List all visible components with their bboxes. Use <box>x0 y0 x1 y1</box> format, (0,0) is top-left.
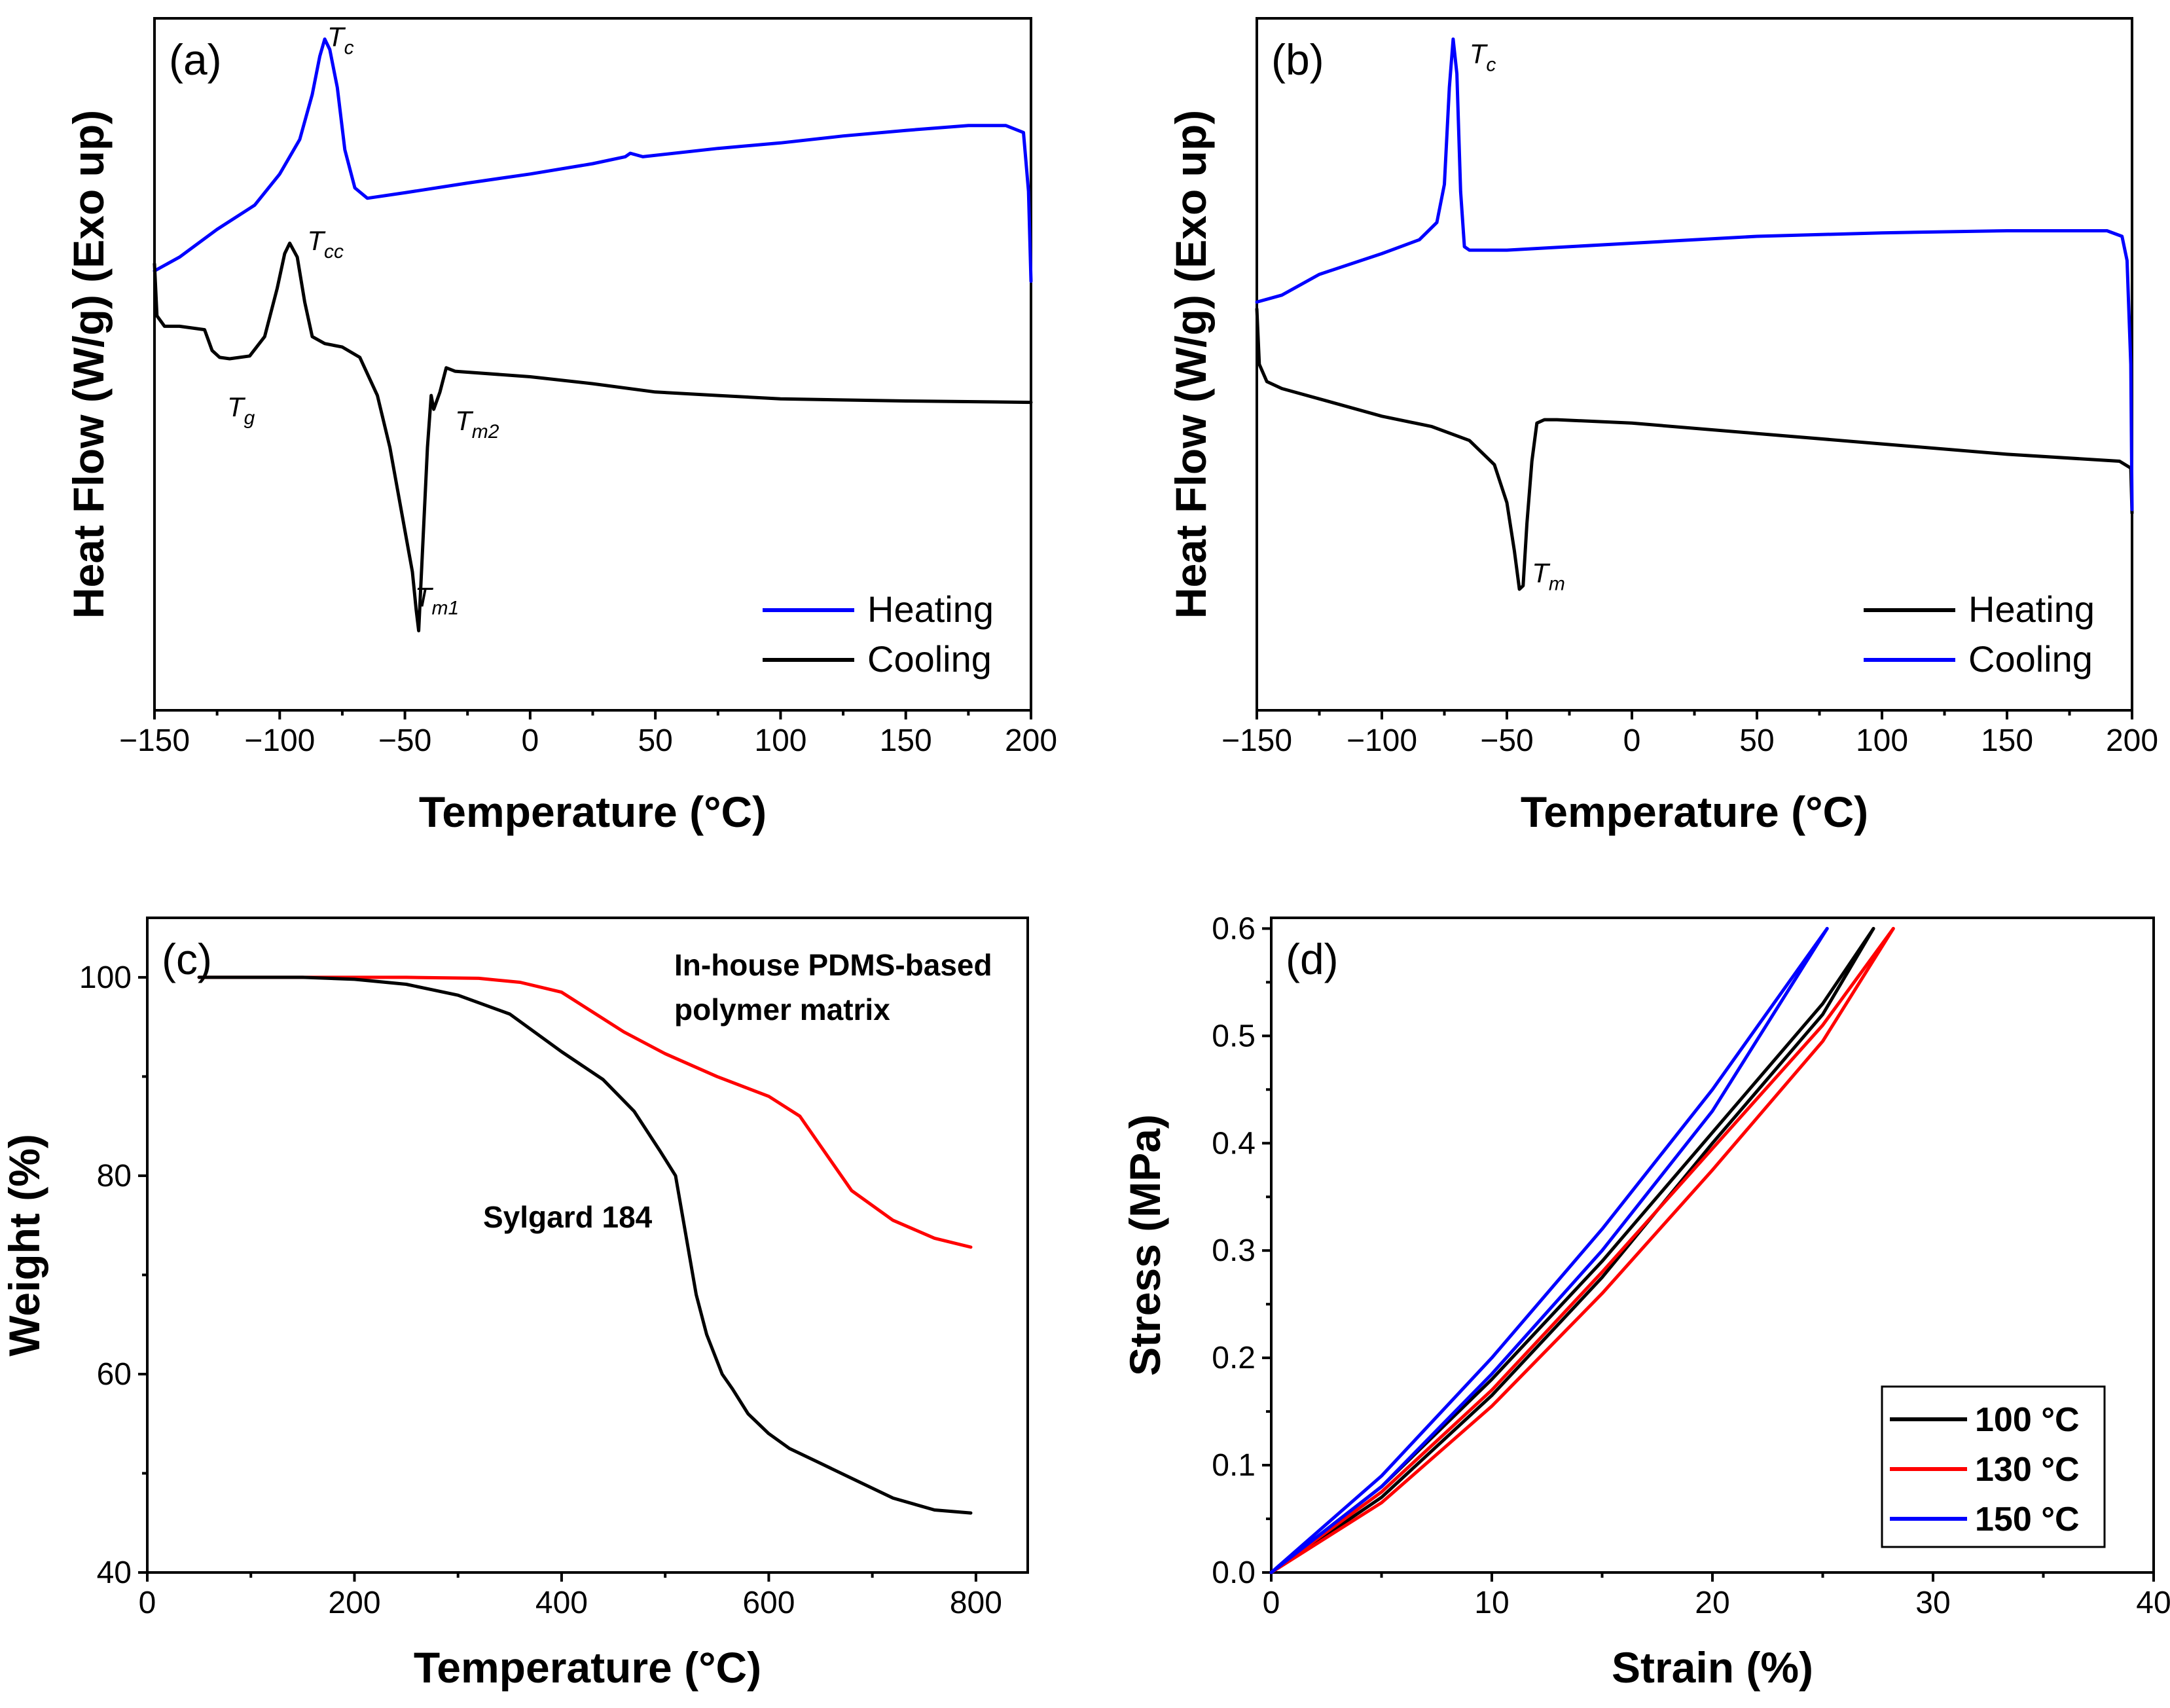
x-tick-label: 0 <box>139 1586 156 1620</box>
series-100-c <box>1269 926 1875 1574</box>
x-tick-label: −50 <box>1480 723 1533 758</box>
x-tick-label: 40 <box>2136 1586 2170 1620</box>
panel-label: (d) <box>1286 935 1339 983</box>
x-tick-label: −50 <box>378 723 431 758</box>
annotation-c: Tc <box>1470 39 1496 76</box>
x-tick-label: 100 <box>754 723 806 758</box>
x-tick-label: 400 <box>535 1586 588 1620</box>
annotation-c: Tc <box>327 21 354 58</box>
annotation-cc: Tcc <box>307 225 344 263</box>
legend-label: Heating <box>1968 589 2095 630</box>
y-tick-label: 0.5 <box>1212 1019 1256 1053</box>
y-axis-title: Weight (%) <box>0 1134 48 1356</box>
x-tick-label: 150 <box>1981 723 2033 758</box>
y-tick-label: 0.1 <box>1212 1448 1256 1483</box>
series-150-c <box>1269 926 1829 1574</box>
legend-label: Cooling <box>1968 638 2093 680</box>
x-tick-label: 100 <box>1856 723 1908 758</box>
panel-label: (c) <box>162 935 212 983</box>
series-sylgard-184 <box>197 975 973 1515</box>
series-heating <box>1255 307 2134 591</box>
annotation-m2: Tm2 <box>455 405 499 443</box>
legend-label: 100 °C <box>1975 1401 2080 1439</box>
annotation-g: Tg <box>227 391 255 429</box>
x-tick-label: −100 <box>1347 723 1417 758</box>
y-tick-label: 0.4 <box>1212 1126 1256 1161</box>
x-tick-label: 50 <box>1739 723 1774 758</box>
x-tick-label: 0 <box>1623 723 1641 758</box>
x-tick-label: 0 <box>1263 1586 1280 1620</box>
y-tick-label: 100 <box>79 960 132 995</box>
annotation-text: polymer matrix <box>674 992 890 1027</box>
x-tick-label: 800 <box>950 1586 1002 1620</box>
x-tick-label: 200 <box>328 1586 380 1620</box>
panel-b: −150 −100 −50 0 50 100 150 200 Temperature (°C) H… <box>1166 17 2158 836</box>
plot-frame <box>146 917 1029 1574</box>
y-tick-label: 0.6 <box>1212 911 1256 946</box>
x-tick-label: 10 <box>1474 1586 1509 1620</box>
panel-c: 0 200 400 600 800 40 60 80 100 Temperature (°C) We… <box>0 917 1029 1692</box>
x-tick-label: 150 <box>880 723 932 758</box>
x-axis-title: Temperature (°C) <box>414 1643 761 1692</box>
series-150-c <box>1269 926 1829 1574</box>
series-cooling <box>153 242 1033 632</box>
legend-label: 150 °C <box>1975 1500 2080 1538</box>
y-tick-label: 80 <box>97 1159 132 1193</box>
y-axis-title: Stress (MPa) <box>1121 1114 1169 1376</box>
legend-label: Cooling <box>867 638 992 680</box>
annotation-text: Sylgard 184 <box>483 1200 653 1234</box>
y-tick-label: 0.0 <box>1212 1555 1256 1590</box>
panel-label: (b) <box>1271 35 1324 84</box>
panel-a: −150 −100 −50 0 50 100 150 200 Temperature (°C) H… <box>64 17 1057 836</box>
series-130-c <box>1269 926 1895 1574</box>
annotation-m1: Tm1 <box>415 581 459 619</box>
x-tick-label: 200 <box>2106 723 2158 758</box>
series-cooling <box>1255 37 2134 511</box>
series-heating <box>153 37 1033 283</box>
series-100-c <box>1269 926 1875 1574</box>
x-axis-title: Temperature (°C) <box>419 788 767 836</box>
x-tick-label: 200 <box>1005 723 1057 758</box>
y-tick-label: 0.2 <box>1212 1341 1256 1375</box>
x-tick-label: 600 <box>742 1586 795 1620</box>
x-tick-label: 50 <box>638 723 672 758</box>
x-tick-label: 0 <box>522 723 539 758</box>
x-tick-label: −150 <box>1221 723 1292 758</box>
x-tick-label: −100 <box>244 723 315 758</box>
panel-d: 0 10 20 30 40 0.0 0.1 0.2 0.3 0.4 0.5 0.6 Strain (%)… <box>1121 911 2170 1692</box>
y-tick-label: 40 <box>97 1555 132 1590</box>
legend-label: Heating <box>867 589 994 630</box>
x-tick-label: 20 <box>1695 1586 1729 1620</box>
x-tick-label: −150 <box>119 723 190 758</box>
y-axis-title: Heat Flow (W/g) (Exo up) <box>1166 110 1215 619</box>
annotation-text: In-house PDMS-based <box>674 948 992 982</box>
series-130-c <box>1269 926 1895 1574</box>
x-axis-title: Strain (%) <box>1612 1643 1813 1692</box>
y-axis-title: Heat Flow (W/g) (Exo up) <box>64 110 113 619</box>
annotation-m: Tm <box>1532 557 1565 594</box>
y-tick-label: 0.3 <box>1212 1233 1256 1268</box>
y-tick-label: 60 <box>97 1357 132 1392</box>
series-in-house-pdms-based-polymer-matrix <box>197 975 973 1249</box>
panel-label: (a) <box>169 35 222 84</box>
legend-label: 130 °C <box>1975 1451 2080 1489</box>
x-tick-label: 30 <box>1915 1586 1950 1620</box>
x-axis-title: Temperature (°C) <box>1521 788 1868 836</box>
